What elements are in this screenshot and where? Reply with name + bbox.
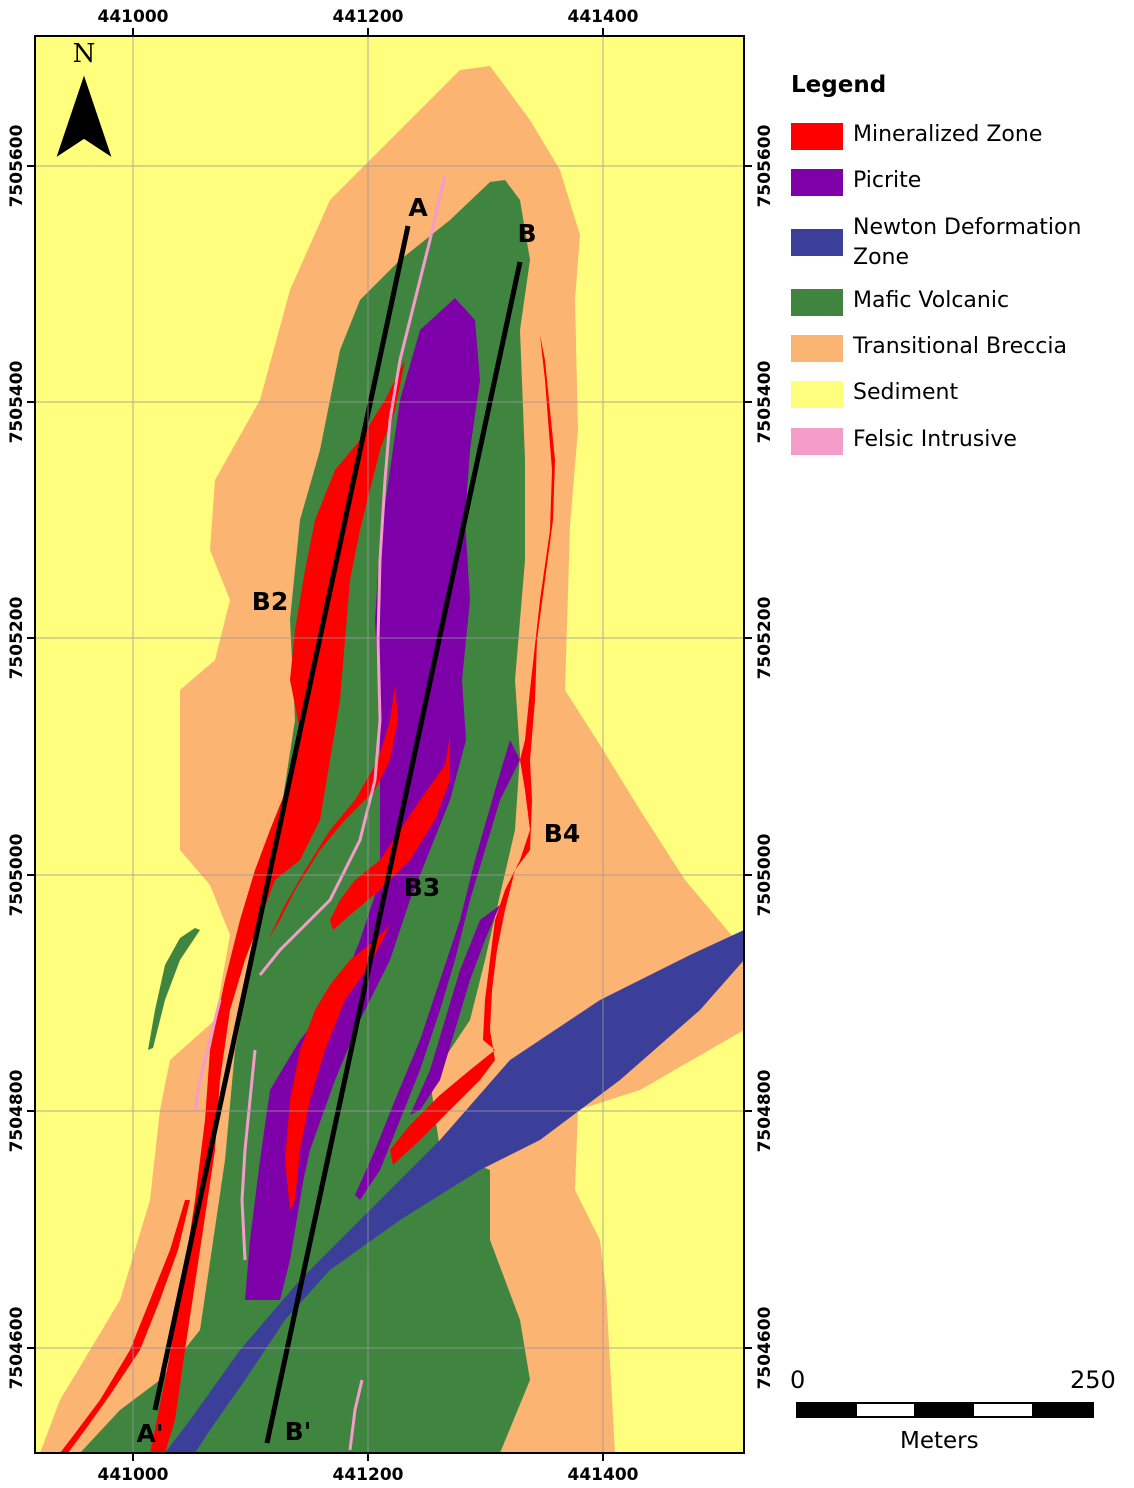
felsic-intrusive-dyke — [258, 174, 447, 976]
legend-title: Legend — [791, 72, 887, 98]
mineralized-zone — [268, 685, 398, 940]
legend-item-mineralized-zone: Mineralized Zone — [791, 120, 1103, 150]
y-tick-label-left: 7505400 — [7, 360, 27, 443]
mineralized-zone — [285, 925, 390, 1210]
legend-swatch — [791, 428, 843, 455]
legend-item-felsic-intrusive: Felsic Intrusive — [791, 425, 1103, 455]
graticule — [35, 36, 744, 1453]
felsic-intrusive-dyke — [240, 1049, 257, 1261]
section-line-a — [152, 225, 411, 1411]
legend-label: Transitional Breccia — [853, 334, 1067, 359]
legend-swatch — [791, 335, 843, 362]
x-tick-label-bottom: 441200 — [333, 1465, 404, 1485]
legend-item-picrite: Picrite — [791, 166, 1103, 196]
legend-swatch — [791, 229, 843, 256]
legend-label: Mineralized Zone — [853, 122, 1043, 147]
legend-label: Newton Deformation Zone — [853, 215, 1082, 270]
picrite-unit — [410, 905, 500, 1115]
section-line-b — [264, 261, 523, 1444]
legend-label: Picrite — [853, 168, 922, 193]
legend-swatch — [791, 123, 843, 150]
y-tick-label-right: 7505400 — [755, 360, 775, 443]
x-tick-label-top: 441200 — [333, 7, 404, 27]
picrite-unit — [355, 740, 520, 1200]
zone-label-b4: B4 — [544, 819, 580, 848]
legend-item-transitional-breccia: Transitional Breccia — [791, 332, 1103, 362]
y-tick-label-left: 7504800 — [7, 1069, 27, 1152]
y-tick-label-left: 7505600 — [7, 124, 27, 207]
legend-item-sediment: Sediment — [791, 378, 1103, 408]
legend-label: Felsic Intrusive — [853, 427, 1017, 452]
x-tick-label-top: 441000 — [98, 7, 169, 27]
y-tick-label-left: 7505200 — [7, 596, 27, 679]
felsic-intrusive-dyke — [193, 999, 222, 1111]
map-frame — [34, 35, 745, 1454]
mineralized-zone-b3 — [330, 735, 450, 930]
x-tick-label-bottom: 441000 — [98, 1465, 169, 1485]
legend-item-mafic-volcanic: Mafic Volcanic — [791, 286, 1103, 316]
legend-item-newton-deformation-zone: Newton Deformation Zone — [791, 213, 1093, 273]
section-label-b: B — [517, 219, 536, 248]
scale-bar — [796, 1402, 1094, 1418]
y-tick-label-left: 7505000 — [7, 833, 27, 916]
x-tick-label-top: 441400 — [568, 7, 639, 27]
scale-bar-unit-label: Meters — [900, 1428, 979, 1454]
picrite-unit — [265, 1080, 330, 1300]
felsic-intrusive-dyke — [348, 1379, 364, 1451]
section-label-a-prime: A' — [136, 1419, 163, 1448]
scale-bar-end-label: 250 — [1070, 1366, 1116, 1394]
north-label: N — [73, 39, 96, 69]
y-tick-label-left: 7504600 — [7, 1306, 27, 1389]
section-label-a: A — [408, 193, 428, 222]
zone-label-b2: B2 — [252, 587, 288, 616]
y-tick-label-right: 7504600 — [755, 1306, 775, 1389]
y-tick-label-right: 7505200 — [755, 596, 775, 679]
zone-label-b3: B3 — [404, 873, 440, 902]
mafic-volcanic-lens — [148, 928, 200, 1050]
legend-label: Sediment — [853, 380, 959, 405]
mineralized-zone-b2 — [150, 360, 405, 1453]
legend-swatch — [791, 289, 843, 316]
section-label-b-prime: B' — [285, 1417, 312, 1446]
y-tick-label-right: 7504800 — [755, 1069, 775, 1152]
x-tick-label-bottom: 441400 — [568, 1465, 639, 1485]
north-arrow-icon — [56, 75, 112, 157]
picrite-unit — [345, 360, 445, 1010]
tick-marks — [27, 28, 752, 1461]
scale-bar-start-label: 0 — [790, 1366, 806, 1394]
newton-deformation-zone-unit — [165, 930, 744, 1453]
legend-label: Mafic Volcanic — [853, 288, 1010, 313]
legend-swatch — [791, 381, 843, 408]
legend-swatch — [791, 169, 843, 196]
y-tick-label-right: 7505600 — [755, 124, 775, 207]
y-tick-label-right: 7505000 — [755, 833, 775, 916]
